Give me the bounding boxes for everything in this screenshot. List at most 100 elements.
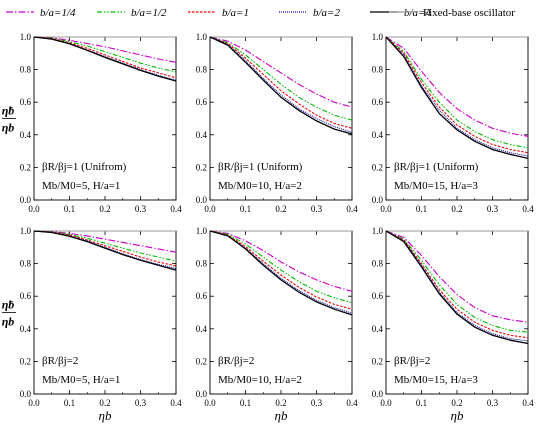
y-tick-label: 0.0 xyxy=(196,195,208,205)
x-tick-label: 0.0 xyxy=(380,204,392,214)
y-tick-label: 0.6 xyxy=(196,97,208,107)
side-labels: η̃b ηb η̃b ηb xyxy=(2,104,16,329)
x-tick-label: 0.1 xyxy=(64,398,75,408)
y-tick-label: 0.4 xyxy=(196,130,208,140)
series-line xyxy=(33,36,177,63)
x-tick-label: 0.3 xyxy=(311,204,323,214)
series-line xyxy=(209,36,353,108)
y-tick-label: 0.6 xyxy=(372,291,384,301)
y-tick-label: 0.0 xyxy=(20,389,32,399)
x-tick-label: 0.1 xyxy=(416,204,427,214)
chart-panel: 0.0 0.1 0.2 0.3 0.4 0.0 0.2 0.4 0.6 0.8 1.0 βR/βj=1… xyxy=(372,32,534,214)
series-line xyxy=(33,230,177,253)
series-line xyxy=(33,230,177,267)
plot-frame xyxy=(209,230,353,395)
panel-annotation: Mb/M0=10, H/a=2 xyxy=(218,180,302,192)
series-line xyxy=(385,230,529,345)
y-tick-label: 0.2 xyxy=(372,162,383,172)
y-axis-label-denominator: ηb xyxy=(2,315,15,329)
y-tick-label: 0.0 xyxy=(20,195,32,205)
x-tick-label: 0.4 xyxy=(346,398,358,408)
series-line xyxy=(385,36,529,137)
chart-panel: 0.0 0.1 0.2 0.3 0.4 0.0 0.2 0.4 0.6 0.8 1.0 βR/βj=1… xyxy=(196,32,358,214)
y-tick-label: 0.0 xyxy=(372,389,384,399)
series-line xyxy=(209,36,353,133)
x-tick-label: 0.4 xyxy=(522,398,534,408)
panels: 0.0 0.1 0.2 0.3 0.4 0.0 0.2 0.4 0.6 0.8 1.0 βR/βj=1… xyxy=(20,32,534,408)
y-tick-label: 0.2 xyxy=(20,162,31,172)
x-tick-label: 0.1 xyxy=(416,398,427,408)
series-line xyxy=(209,230,353,314)
x-tick-label: 0.0 xyxy=(28,204,40,214)
y-tick-label: 0.8 xyxy=(372,259,384,269)
series-line xyxy=(33,36,177,79)
plot-frame xyxy=(33,230,177,395)
x-tick-label: 0.0 xyxy=(380,398,392,408)
plot-frame xyxy=(385,230,529,395)
y-tick-label: 0.4 xyxy=(196,324,208,334)
y-tick-label: 0.2 xyxy=(20,356,31,366)
series-line xyxy=(385,36,529,157)
legend-label: Fixed-base oscillator xyxy=(423,7,515,19)
chart-panel: 0.0 0.1 0.2 0.3 0.4 0.0 0.2 0.4 0.6 0.8 1.0 βR/βj=2… xyxy=(372,226,534,408)
y-tick-label: 0.4 xyxy=(372,130,384,140)
x-axis-label: ηb xyxy=(451,408,464,423)
legend-label: b/a=2 xyxy=(313,7,340,19)
x-tick-label: 0.0 xyxy=(204,398,216,408)
bottom-labels: ηb ηb ηb xyxy=(99,408,464,423)
panel-annotation: βR/βj=1 (Uniform) xyxy=(218,161,303,173)
series-line xyxy=(209,230,353,292)
legend-label: b/a=1 xyxy=(222,7,249,19)
panel-annotation: Mb/M0=5, H/a=1 xyxy=(42,180,120,192)
panel-annotation: Mb/M0=15, H/a=3 xyxy=(394,180,478,192)
y-tick-label: 0.4 xyxy=(20,324,32,334)
legend-label: b/a=1/2 xyxy=(131,7,167,19)
panel-annotation: βR/βj=2 xyxy=(42,355,78,367)
y-tick-label: 1.0 xyxy=(372,32,384,42)
x-axis-label: ηb xyxy=(99,408,112,423)
y-tick-label: 0.6 xyxy=(20,291,32,301)
series-line xyxy=(385,36,529,149)
y-tick-label: 0.0 xyxy=(196,389,208,399)
y-tick-label: 0.8 xyxy=(196,259,208,269)
x-tick-label: 0.3 xyxy=(487,398,499,408)
series-line xyxy=(209,230,353,316)
series-line xyxy=(209,36,353,129)
y-tick-label: 1.0 xyxy=(20,32,32,42)
x-tick-label: 0.2 xyxy=(275,204,286,214)
panel-annotation: βR/βj=1 (Uniform) xyxy=(394,161,479,173)
legend-label: b/a=4 xyxy=(404,7,431,19)
x-tick-label: 0.4 xyxy=(346,204,358,214)
y-tick-label: 0.2 xyxy=(196,356,207,366)
x-tick-label: 0.1 xyxy=(64,204,75,214)
series-line xyxy=(209,230,353,304)
y-tick-label: 0.2 xyxy=(372,356,383,366)
plot-frame xyxy=(33,36,177,201)
series-line xyxy=(385,230,529,333)
series-line xyxy=(209,230,353,310)
y-tick-label: 0.8 xyxy=(196,65,208,75)
x-tick-label: 0.1 xyxy=(240,204,251,214)
x-tick-label: 0.3 xyxy=(135,204,147,214)
x-tick-label: 0.2 xyxy=(99,204,110,214)
panel-annotation: Mb/M0=5, H/a=1 xyxy=(42,374,120,386)
y-tick-label: 0.8 xyxy=(20,259,32,269)
panel-annotation: βR/βj=2 xyxy=(218,355,254,367)
panel-annotation: βR/βj=1 (Unifrom) xyxy=(42,161,127,173)
panel-annotation: βR/βj=2 xyxy=(394,355,430,367)
x-tick-label: 0.3 xyxy=(311,398,323,408)
chart-panel: 0.0 0.1 0.2 0.3 0.4 0.0 0.2 0.4 0.6 0.8 1.0 βR/βj=1… xyxy=(20,32,182,214)
x-tick-label: 0.3 xyxy=(135,398,147,408)
y-tick-label: 0.0 xyxy=(372,195,384,205)
x-axis-label: ηb xyxy=(275,408,288,423)
y-axis-label-numerator: η̃b xyxy=(2,298,15,312)
y-tick-label: 1.0 xyxy=(20,226,32,236)
x-tick-label: 0.2 xyxy=(451,204,462,214)
x-tick-label: 0.2 xyxy=(451,398,462,408)
x-tick-label: 0.1 xyxy=(240,398,251,408)
y-tick-label: 1.0 xyxy=(372,226,384,236)
chart-panel: 0.0 0.1 0.2 0.3 0.4 0.0 0.2 0.4 0.6 0.8 1.0 βR/βj=2… xyxy=(196,226,358,408)
series-line xyxy=(33,230,177,262)
panel-annotation: Mb/M0=10, H/a=2 xyxy=(218,374,302,386)
